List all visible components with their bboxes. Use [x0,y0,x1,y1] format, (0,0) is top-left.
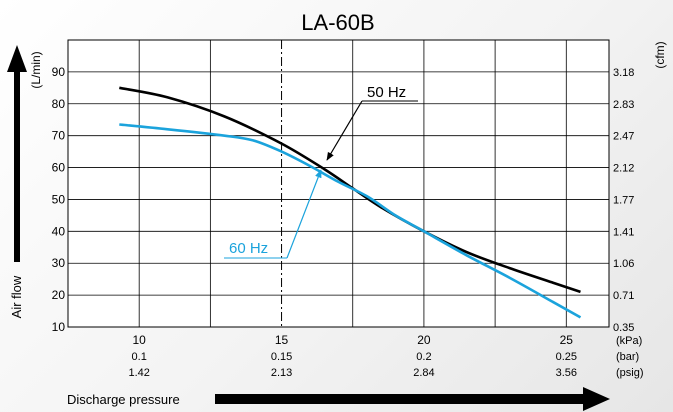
y-tick-right: 3.18 [613,67,634,79]
x-tick-psig: 2.13 [271,367,292,379]
y-axis-right-ticks: 0.35 0.71 1.06 1.41 1.77 2.12 2.47 2.83 3.18 [613,67,634,334]
y-tick-left: 50 [52,192,66,206]
x-unit-label: (bar) [616,351,639,363]
y-tick-right: 2.12 [613,163,634,175]
y-tick-right: 1.41 [613,226,634,238]
x-axis-units: (kPa) (bar) (psig) [616,335,644,379]
y-tick-left: 20 [52,288,66,302]
y-tick-right: 1.77 [613,194,634,206]
legend-label-60hz: 60 Hz [229,240,268,257]
y-tick-left: 90 [52,65,66,79]
x-tick-kpa: 25 [560,333,574,347]
y-tick-left: 80 [52,97,66,111]
discharge-pressure-arrow-icon [215,387,610,411]
x-tick-bar: 0.2 [416,351,431,363]
air-flow-arrow-icon [7,45,27,262]
y-unit-left: (L/min) [29,51,43,88]
y-axis-label: Air flow [9,275,24,318]
y-tick-right: 2.83 [613,99,634,111]
y-tick-left: 70 [52,129,66,143]
x-tick-psig: 2.84 [413,367,434,379]
plot-area [68,40,609,327]
chart-title: LA-60B [301,10,374,35]
y-unit-right: (cfm) [653,41,667,68]
x-tick-psig: 1.42 [128,367,149,379]
y-tick-left: 10 [52,320,66,334]
y-tick-right: 0.35 [613,322,634,334]
x-tick-bar: 0.1 [132,351,147,363]
x-unit-label: (kPa) [616,335,642,347]
x-tick-kpa: 15 [275,333,289,347]
x-unit-label: (psig) [616,367,644,379]
x-tick-bar: 0.15 [271,351,292,363]
y-tick-right: 2.47 [613,131,634,143]
y-tick-right: 0.71 [613,290,634,302]
legend-label-50hz: 50 Hz [367,84,406,101]
x-axis-label: Discharge pressure [67,392,180,407]
x-tick-bar: 0.25 [556,351,577,363]
y-tick-left: 30 [52,256,66,270]
x-axis-ticks: 10 0.1 1.42 15 0.15 2.13 20 0.2 2.84 25 0.25 3.56 [128,333,577,379]
y-tick-right: 1.06 [613,258,634,270]
y-tick-left: 60 [52,161,66,175]
x-tick-kpa: 20 [417,333,431,347]
x-tick-kpa: 10 [133,333,147,347]
x-tick-psig: 3.56 [556,367,577,379]
y-tick-left: 40 [52,224,66,238]
y-axis-left-ticks: 10 20 30 40 50 60 70 80 90 [52,65,66,334]
